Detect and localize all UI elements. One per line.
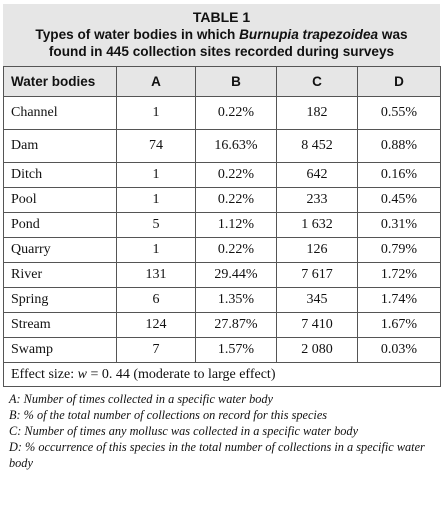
- header-b: B: [195, 66, 277, 97]
- table-figure: TABLE 1 Types of water bodies in which B…: [3, 4, 441, 471]
- cell-b: 0.22%: [195, 96, 277, 130]
- cell-a: 5: [116, 212, 196, 238]
- cell-water-body: Ditch: [3, 162, 117, 188]
- cell-b: 29.44%: [195, 262, 277, 288]
- cell-c: 233: [276, 187, 358, 213]
- cell-d: 0.55%: [357, 96, 441, 130]
- cell-c: 642: [276, 162, 358, 188]
- cell-d: 0.88%: [357, 129, 441, 163]
- cell-c: 126: [276, 237, 358, 263]
- cell-a: 124: [116, 312, 196, 338]
- cell-b: 27.87%: [195, 312, 277, 338]
- table-row: Ditch 1 0.22% 642 0.16%: [3, 162, 441, 188]
- footnote-b: B: % of the total number of collections …: [9, 408, 328, 422]
- table-row: Dam 74 16.63% 8 452 0.88%: [3, 129, 441, 163]
- cell-a: 1: [116, 237, 196, 263]
- header-d: D: [357, 66, 441, 97]
- caption-line-2: found in 445 collection sites recorded d…: [48, 44, 395, 59]
- species-name: Burnupia trapezoidea: [239, 27, 379, 42]
- footnote-a: A: Number of times collected in a specif…: [9, 392, 273, 406]
- cell-c: 1 632: [276, 212, 358, 238]
- table-footnotes: A: Number of times collected in a specif…: [3, 387, 440, 471]
- table-row: River 131 29.44% 7 617 1.72%: [3, 262, 441, 288]
- cell-b: 1.57%: [195, 337, 277, 363]
- cell-d: 0.16%: [357, 162, 441, 188]
- cell-c: 345: [276, 287, 358, 313]
- cell-c: 8 452: [276, 129, 358, 163]
- caption-text-post: was: [378, 27, 408, 42]
- table-caption: TABLE 1 Types of water bodies in which B…: [3, 4, 440, 66]
- cell-water-body: Channel: [3, 96, 117, 130]
- cell-d: 0.79%: [357, 237, 441, 263]
- header-a: A: [116, 66, 196, 97]
- cell-c: 182: [276, 96, 358, 130]
- cell-water-body: Spring: [3, 287, 117, 313]
- caption-line-1: Types of water bodies in which Burnupia …: [7, 26, 436, 43]
- cell-b: 0.22%: [195, 237, 277, 263]
- cell-water-body: Pond: [3, 212, 117, 238]
- cell-water-body: Stream: [3, 312, 117, 338]
- effect-size-row: Effect size: w = 0. 44 (moderate to larg…: [3, 362, 441, 387]
- table-row: Channel 1 0.22% 182 0.55%: [3, 96, 441, 130]
- cell-a: 6: [116, 287, 196, 313]
- cell-water-body: Swamp: [3, 337, 117, 363]
- cell-d: 0.31%: [357, 212, 441, 238]
- cell-d: 0.45%: [357, 187, 441, 213]
- cell-water-body: Pool: [3, 187, 117, 213]
- cell-b: 16.63%: [195, 129, 277, 163]
- effect-size-cell: Effect size: w = 0. 44 (moderate to larg…: [3, 362, 441, 387]
- cell-a: 74: [116, 129, 196, 163]
- cell-a: 7: [116, 337, 196, 363]
- cell-d: 0.03%: [357, 337, 441, 363]
- cell-a: 1: [116, 162, 196, 188]
- cell-c: 2 080: [276, 337, 358, 363]
- cell-d: 1.74%: [357, 287, 441, 313]
- cell-b: 0.22%: [195, 162, 277, 188]
- table-label: TABLE 1: [192, 9, 251, 25]
- table-row: Stream 124 27.87% 7 410 1.67%: [3, 312, 441, 338]
- table-row: Quarry 1 0.22% 126 0.79%: [3, 237, 441, 263]
- cell-c: 7 410: [276, 312, 358, 338]
- effect-size-value: = 0. 44 (moderate to large effect): [86, 366, 276, 382]
- caption-text-pre: Types of water bodies in which: [35, 27, 240, 42]
- cell-b: 1.12%: [195, 212, 277, 238]
- cell-water-body: River: [3, 262, 117, 288]
- cell-b: 1.35%: [195, 287, 277, 313]
- table-row: Spring 6 1.35% 345 1.74%: [3, 287, 441, 313]
- cell-d: 1.67%: [357, 312, 441, 338]
- table-row: Pool 1 0.22% 233 0.45%: [3, 187, 441, 213]
- cell-a: 1: [116, 187, 196, 213]
- effect-size-variable: w: [77, 366, 87, 382]
- footnote-c: C: Number of times any mollusc was colle…: [9, 424, 359, 438]
- table-row: Swamp 7 1.57% 2 080 0.03%: [3, 337, 441, 363]
- cell-b: 0.22%: [195, 187, 277, 213]
- table-header-row: Water bodies A B C D: [3, 66, 441, 97]
- effect-size-label: Effect size:: [11, 366, 78, 382]
- cell-c: 7 617: [276, 262, 358, 288]
- header-water-bodies: Water bodies: [3, 66, 117, 97]
- cell-water-body: Dam: [3, 129, 117, 163]
- cell-a: 131: [116, 262, 196, 288]
- cell-a: 1: [116, 96, 196, 130]
- table-row: Pond 5 1.12% 1 632 0.31%: [3, 212, 441, 238]
- header-c: C: [276, 66, 358, 97]
- footnote-d: D: % occurrence of this species in the t…: [9, 440, 425, 470]
- water-bodies-table: Water bodies A B C D Channel 1 0.22% 182…: [3, 66, 441, 387]
- cell-water-body: Quarry: [3, 237, 117, 263]
- cell-d: 1.72%: [357, 262, 441, 288]
